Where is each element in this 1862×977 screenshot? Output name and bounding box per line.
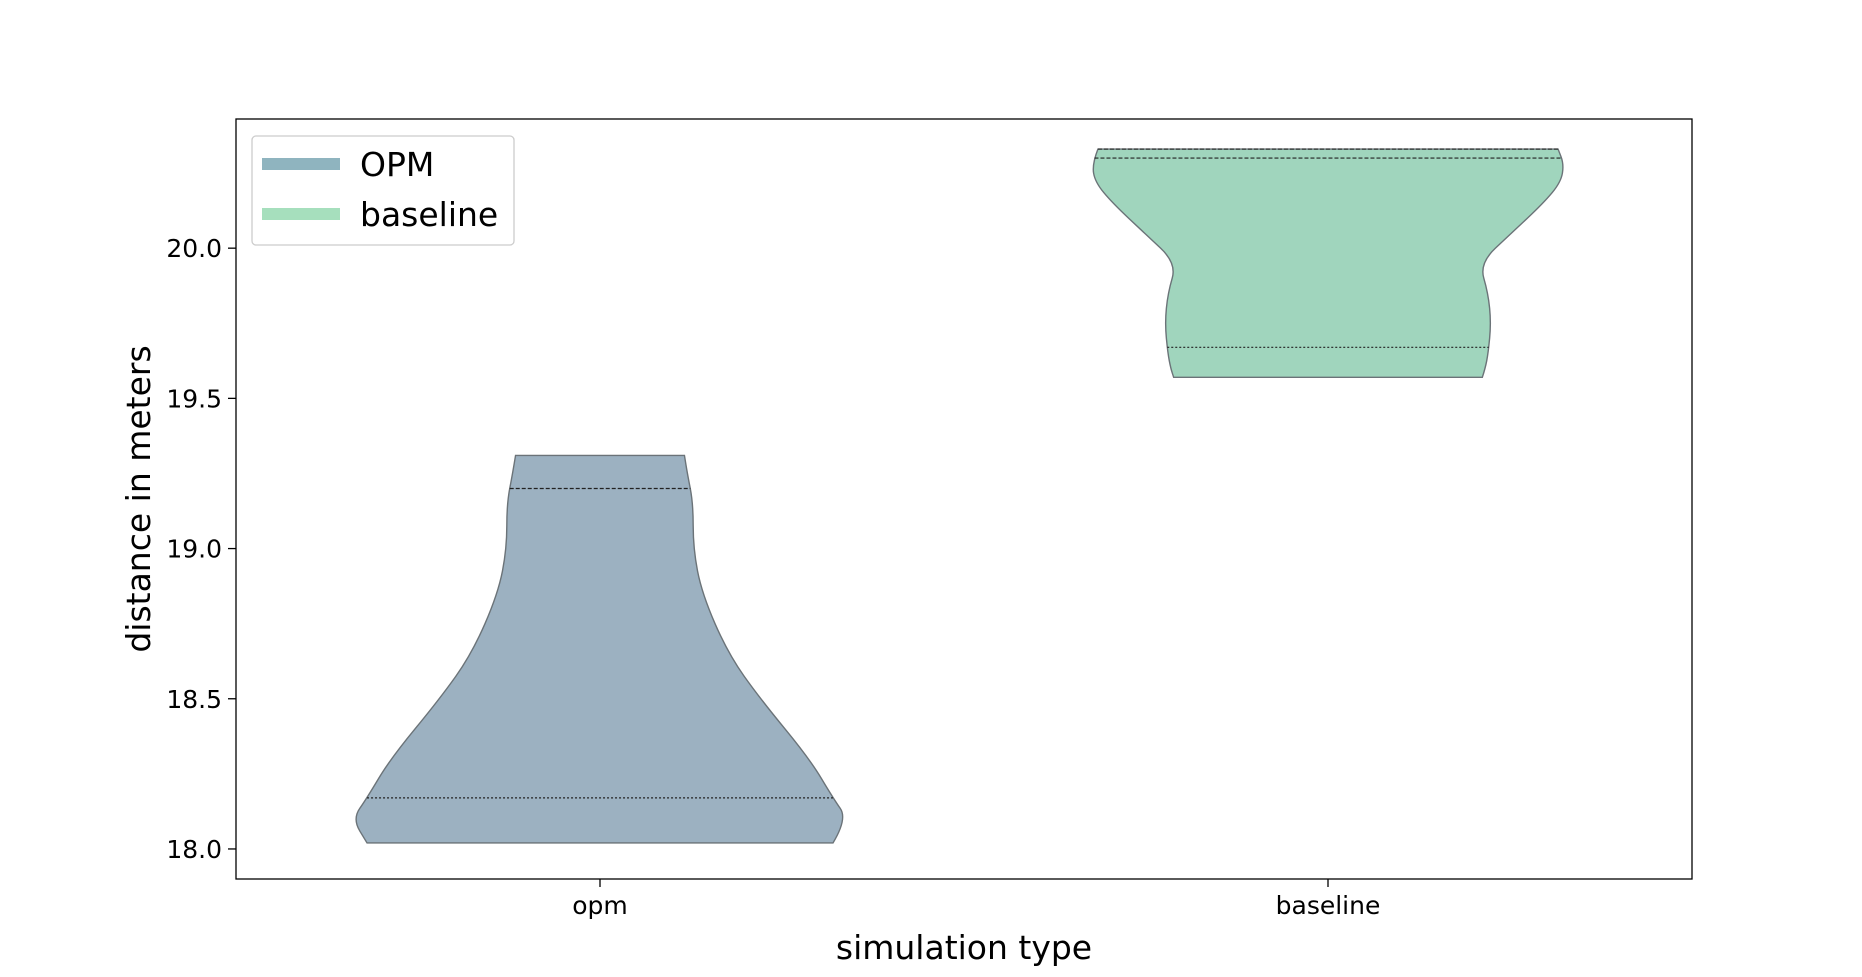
y-tick-label: 19.0 [166, 535, 222, 564]
x-tick-label: baseline [1276, 891, 1381, 920]
legend-label-baseline: baseline [360, 195, 498, 234]
legend-swatch-opm [262, 158, 340, 170]
y-tick-label: 18.0 [166, 835, 222, 864]
legend-swatch-baseline [262, 208, 340, 220]
y-tick-label: 18.5 [166, 685, 222, 714]
y-axis-label: distance in meters [119, 345, 158, 652]
x-tick-label: opm [572, 891, 628, 920]
x-axis-label: simulation type [836, 928, 1092, 967]
y-tick-label: 19.5 [166, 384, 222, 413]
legend-label-opm: OPM [360, 145, 434, 184]
y-tick-label: 20.0 [166, 234, 222, 263]
legend: OPM baseline [251, 135, 515, 246]
violin-baseline [1092, 148, 1564, 379]
x-axis: opm baseline [572, 879, 1380, 920]
violin-opm [355, 454, 844, 844]
y-axis: 18.0 18.5 19.0 19.5 20.0 [166, 234, 236, 864]
violins-layer [355, 148, 1564, 844]
plot-area-frame [235, 118, 1693, 880]
